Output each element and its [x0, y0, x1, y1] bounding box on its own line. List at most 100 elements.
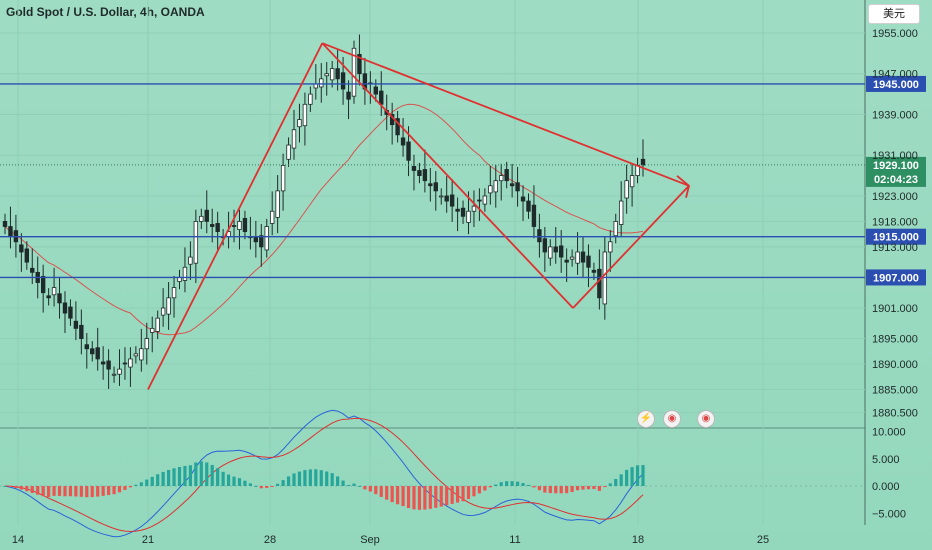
candle — [133, 353, 139, 357]
candle — [553, 246, 558, 253]
macd-histogram-bar — [548, 486, 552, 494]
macd-histogram-bar — [575, 486, 580, 491]
candle — [57, 293, 62, 304]
candle — [204, 209, 209, 222]
macd-histogram-bar — [117, 486, 122, 493]
us-flag-icon-2[interactable]: ◉ — [697, 410, 715, 428]
macd-histogram-bar — [396, 486, 400, 505]
macd-histogram-bar — [254, 485, 258, 487]
candle — [264, 226, 269, 251]
x-tick-label: 18 — [632, 534, 644, 546]
macd-histogram-bar — [570, 486, 574, 493]
candle — [428, 183, 433, 187]
candle — [499, 175, 504, 182]
x-tick-label: 21 — [142, 534, 154, 546]
macd-histogram-bar — [281, 480, 285, 486]
macd-histogram-bar — [499, 482, 503, 486]
candle — [111, 373, 117, 376]
chart-title: Gold Spot / U.S. Dollar, 4h, OANDA — [6, 5, 205, 19]
macd-histogram-bar — [374, 486, 378, 495]
trendline — [321, 42, 574, 309]
candle — [613, 221, 618, 237]
macd-histogram-bar — [107, 486, 111, 496]
macd-histogram-bar — [101, 486, 105, 496]
trendline — [147, 42, 324, 390]
candle — [477, 199, 482, 202]
macd-histogram-bar — [161, 471, 165, 486]
macd-histogram-bar — [630, 467, 634, 486]
candle — [444, 195, 449, 202]
macd-histogram-bar — [515, 481, 520, 486]
candle — [46, 295, 51, 299]
x-tick-label: 28 — [264, 534, 276, 546]
macd-histogram-bar — [166, 469, 171, 486]
macd-histogram-bar — [554, 486, 558, 494]
y-tick-label: 1923.000 — [872, 191, 918, 203]
currency-button[interactable]: 美元 — [868, 4, 920, 24]
signal-line — [4, 417, 644, 532]
candle — [373, 86, 379, 95]
us-flag-icon[interactable]: ◉ — [663, 410, 681, 428]
candle — [291, 129, 297, 149]
candle — [460, 207, 466, 217]
candle — [406, 141, 411, 161]
candle — [548, 246, 553, 259]
macd-histogram-bar — [401, 486, 405, 507]
macd-histogram-bar — [390, 486, 394, 503]
candle — [488, 185, 493, 194]
candle — [379, 90, 384, 105]
x-tick-label: 25 — [757, 534, 769, 546]
macd-histogram-bar — [210, 464, 214, 486]
level-price-label: 1945.000 — [873, 79, 919, 91]
candle — [144, 338, 149, 350]
candle — [624, 180, 629, 199]
macd-histogram-bar — [63, 486, 67, 497]
candle — [493, 180, 498, 193]
macd-histogram-bar — [79, 486, 83, 497]
y-tick-label: 1947.000 — [872, 69, 918, 81]
macd-histogram-bar — [41, 486, 45, 497]
x-tick-label: Sep — [360, 534, 380, 546]
macd-histogram-bar — [581, 486, 585, 490]
macd-histogram-bar — [346, 484, 351, 486]
candle — [139, 348, 144, 361]
candle — [90, 348, 95, 355]
macd-histogram-bar — [52, 486, 56, 496]
macd-histogram-bar — [537, 486, 541, 491]
candle — [2, 221, 8, 227]
macd-histogram-bar — [483, 486, 487, 491]
macd-histogram-bar — [608, 483, 612, 486]
macd-histogram-bar — [439, 486, 443, 507]
candle — [280, 165, 286, 192]
candle — [128, 358, 133, 368]
level-price-label: 1907.000 — [873, 272, 919, 284]
macd-histogram-bar — [423, 486, 427, 510]
candle — [106, 360, 111, 370]
macd-histogram-bar — [592, 486, 596, 490]
macd-histogram-bar — [74, 486, 78, 497]
candle — [482, 195, 488, 205]
candle — [30, 267, 35, 273]
y-tick-label: 1939.000 — [872, 109, 918, 121]
candle — [171, 287, 177, 299]
candle — [100, 361, 106, 365]
candle — [395, 118, 400, 136]
macd-histogram-bar — [199, 461, 203, 486]
trendline — [572, 185, 690, 309]
candle — [400, 137, 406, 146]
candle — [95, 347, 100, 360]
candle — [520, 196, 526, 202]
level-price-tag — [866, 269, 926, 286]
macd-histogram-bar — [363, 486, 367, 490]
candle — [417, 170, 422, 176]
macd-histogram-bar — [336, 476, 340, 486]
candle — [509, 183, 515, 187]
macd-histogram-bar — [543, 486, 547, 493]
candle — [629, 175, 635, 188]
y-tick-label: 1913.000 — [872, 242, 918, 254]
candle — [335, 68, 340, 80]
macd-histogram-bar — [319, 470, 323, 486]
lightning-icon[interactable]: ⚡ — [637, 410, 655, 428]
